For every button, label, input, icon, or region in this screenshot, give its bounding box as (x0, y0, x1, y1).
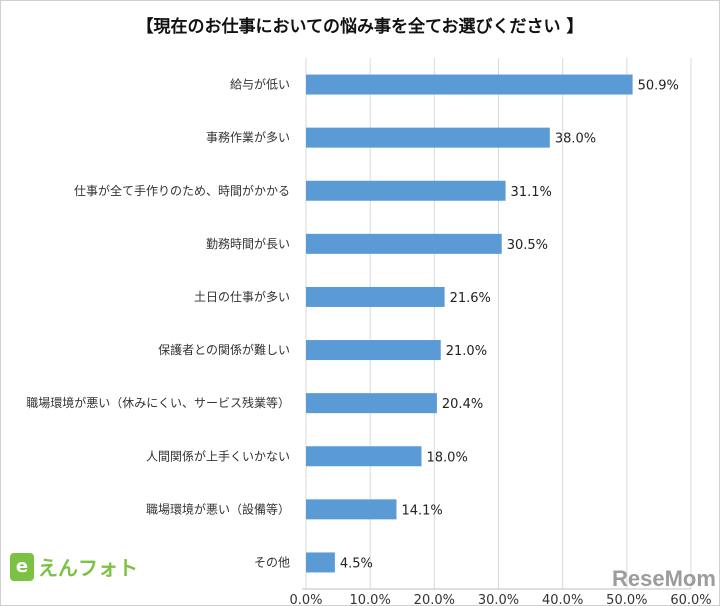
category-label: 勤務時間が長い (206, 236, 290, 251)
category-label: 保護者との関係が難しい (158, 342, 290, 357)
category-label: 仕事が全て手作りのため、時間がかかる (74, 183, 290, 198)
category-label: 給与が低い (230, 77, 290, 92)
data-label: 14.1% (401, 503, 442, 518)
logo-e-mark: e (10, 552, 34, 581)
category-label: 職場環境が悪い（休みにくい、サービス残業等） (26, 395, 290, 410)
x-tick-label: 50.0% (606, 593, 647, 606)
bar (306, 340, 441, 361)
category-label: その他 (254, 555, 290, 569)
x-tick-label: 10.0% (350, 593, 391, 606)
logo-text: えんフォト (38, 556, 138, 580)
category-label: 人間関係が上手くいかない (146, 448, 290, 463)
bar (306, 393, 437, 414)
x-tick-label: 60.0% (670, 593, 711, 606)
x-tick-label: 30.0% (478, 593, 519, 606)
bar (306, 127, 550, 148)
bar (306, 286, 445, 307)
data-label: 21.0% (446, 344, 487, 359)
data-label: 31.1% (511, 185, 552, 200)
bar (306, 499, 397, 520)
data-label: 21.6% (450, 291, 491, 306)
chart-title: 【現在のお仕事においての悩み事を全てお選びください 】 (136, 17, 584, 37)
x-tick-label: 20.0% (414, 593, 455, 606)
x-tick-label: 40.0% (542, 593, 583, 606)
category-label: 土日の仕事が多い (194, 289, 290, 304)
category-label: 事務作業が多い (206, 130, 290, 145)
x-tick-label: 0.0% (289, 593, 322, 606)
bar (306, 180, 506, 201)
bar (306, 446, 422, 467)
data-label: 20.4% (442, 397, 483, 412)
data-label: 50.9% (638, 79, 679, 94)
data-label: 38.0% (555, 132, 596, 147)
data-label: 18.0% (427, 450, 468, 465)
data-label: 30.5% (507, 238, 548, 253)
resemom-watermark: ReseMom (612, 566, 716, 591)
bar (306, 552, 335, 573)
category-label: 職場環境が悪い（設備等） (146, 501, 290, 516)
enphoto-logo: e えんフォト (10, 552, 138, 581)
data-label: 4.5% (340, 556, 373, 571)
bar (306, 233, 502, 254)
bar (306, 74, 633, 95)
